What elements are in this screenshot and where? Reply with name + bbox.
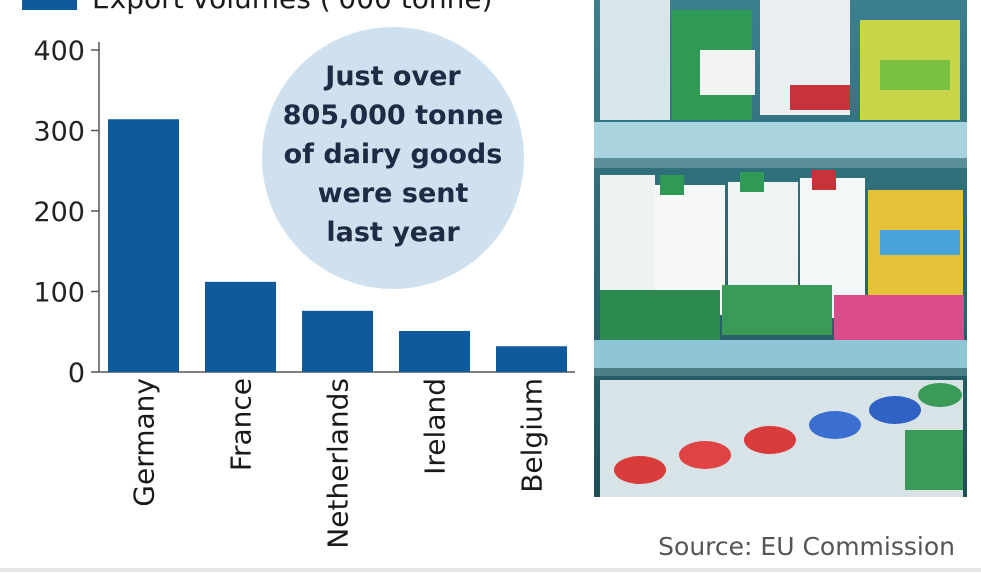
bar-netherlands <box>302 310 373 372</box>
annotation-line-5: last year <box>326 217 460 248</box>
annotation-line-4: were sent <box>318 178 469 209</box>
y-tick-label: 200 <box>33 197 85 228</box>
bottom-rule <box>0 568 981 572</box>
annotation-circle <box>262 27 524 289</box>
bar-ireland <box>399 330 470 372</box>
x-tick-label: Ireland <box>419 378 452 475</box>
annotation-line-1: Just over <box>323 61 461 92</box>
y-tick-label: 300 <box>33 117 85 148</box>
supermarket-dairy-shelf-photo <box>594 0 967 497</box>
bar-france <box>205 281 276 372</box>
annotation-bubble: Just over 805,000 tonne of dairy goods w… <box>262 27 524 289</box>
y-tick-label: 400 <box>33 36 85 67</box>
annotation-line-2: 805,000 tonne <box>283 100 504 131</box>
x-axis-labels: Germany France Netherlands Ireland Belgium <box>128 378 549 549</box>
x-tick-label: Netherlands <box>322 378 355 549</box>
x-tick-label: Germany <box>128 378 161 507</box>
bars <box>108 119 567 372</box>
x-tick-label: France <box>225 378 258 471</box>
x-tick-label: Belgium <box>516 378 549 493</box>
y-tick-label: 0 <box>68 358 85 389</box>
bar-belgium <box>496 346 567 372</box>
source-note: Source: EU Commission <box>658 532 955 561</box>
bar-germany <box>108 119 179 372</box>
y-tick-label: 100 <box>33 278 85 309</box>
annotation-line-3: of dairy goods <box>284 139 503 170</box>
legend: Export volumes ('000 tonne) <box>22 0 493 15</box>
legend-swatch <box>22 0 77 10</box>
legend-label: Export volumes ('000 tonne) <box>92 0 493 15</box>
